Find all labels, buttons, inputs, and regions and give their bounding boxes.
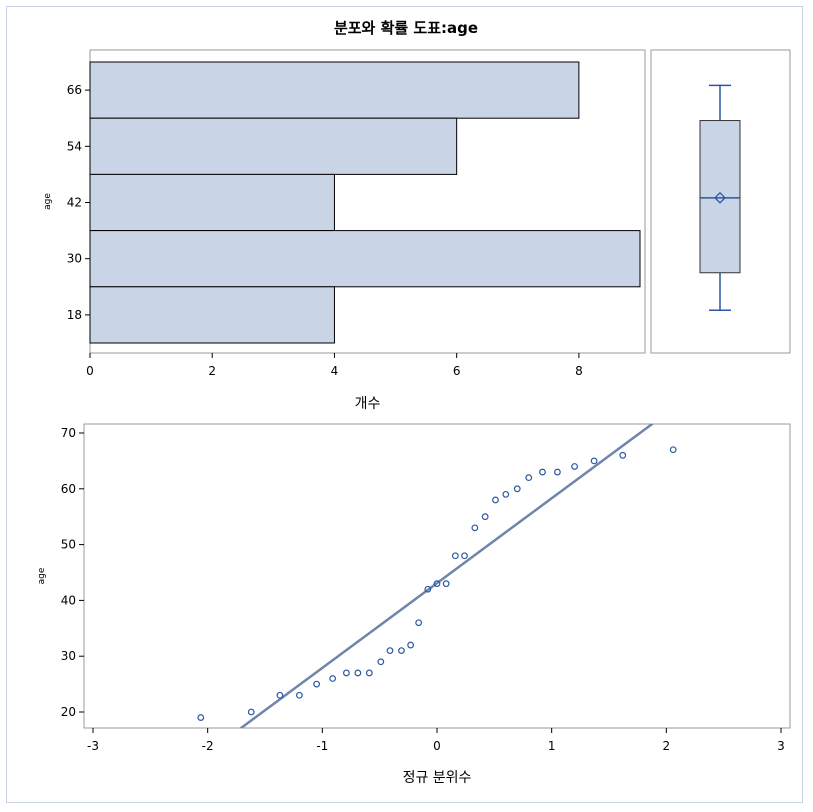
qq-point [669, 446, 677, 454]
qq-point [554, 468, 561, 476]
histogram-bar [89, 230, 641, 288]
qq-plot-area [83, 423, 791, 729]
x-tick-label: 2 [663, 739, 671, 753]
x-tick-label: 3 [777, 739, 785, 753]
qq-point [343, 669, 350, 677]
y-tick-label: 30 [61, 649, 76, 663]
y-tick-label: 30 [67, 252, 82, 266]
qq-point [442, 580, 450, 588]
chart-title: 분포와 확률 도표:age [334, 19, 478, 37]
qq-point [513, 485, 521, 493]
qq-point [365, 669, 373, 677]
y-tick-label: 54 [67, 139, 82, 153]
qq-plot-panel: 20 30 40 50 60 70 -3 -2 -1 0 1 2 3 정규 분위수 age [37, 423, 791, 786]
qq-point [461, 552, 468, 560]
qq-point [525, 474, 533, 482]
qq-point [619, 451, 627, 459]
y-tick-label: 18 [67, 308, 82, 322]
qq-point [313, 680, 321, 688]
x-tick-label: 8 [575, 364, 583, 378]
qq-point [354, 669, 362, 677]
boxplot-panel [650, 49, 791, 354]
qq-point [433, 580, 441, 588]
qq-point [276, 691, 284, 699]
histogram-bar [89, 117, 458, 175]
qq-point [329, 675, 337, 682]
histogram-bar [89, 173, 335, 232]
qq-point [590, 457, 598, 465]
histogram-bar [89, 61, 580, 119]
x-tick-label: -1 [316, 739, 328, 753]
qq-point [492, 496, 499, 504]
x-axis-label: 개수 [355, 396, 381, 412]
histogram-bar [89, 286, 335, 344]
qq-point [451, 552, 459, 560]
x-tick-label: 2 [208, 364, 216, 378]
y-tick-label: 70 [61, 426, 76, 440]
y-tick-label: 50 [61, 538, 76, 552]
x-tick-label: 0 [433, 739, 441, 753]
x-tick-label: 0 [86, 364, 94, 378]
qq-point [471, 524, 479, 532]
y-tick-label: 66 [67, 83, 82, 97]
histogram-panel: 66 54 42 30 18 0 2 4 6 8 개수 age [43, 49, 646, 412]
qq-point [424, 585, 432, 593]
x-tick-label: 1 [548, 739, 556, 753]
qq-point [571, 463, 578, 470]
qq-point [481, 513, 489, 521]
x-axis-label: 정규 분위수 [403, 770, 472, 786]
y-axis-label: age [37, 567, 47, 584]
qq-point [407, 641, 415, 649]
qq-point [386, 647, 394, 655]
qq-point [377, 658, 385, 666]
y-tick-label: 42 [67, 196, 82, 210]
qq-point [247, 708, 255, 716]
qq-point [398, 647, 405, 655]
mean-marker [714, 191, 726, 204]
qq-point [502, 490, 510, 498]
reference-line [239, 424, 655, 728]
y-tick-label: 60 [61, 482, 76, 496]
qq-point [415, 619, 423, 627]
x-tick-label: 6 [453, 364, 461, 378]
x-tick-label: -2 [202, 739, 214, 753]
y-axis-label: age [43, 193, 53, 210]
y-tick-label: 40 [61, 593, 76, 607]
box-iqr [699, 120, 741, 274]
y-tick-label: 20 [61, 705, 76, 719]
chart-frame [6, 6, 803, 803]
qq-point [197, 714, 205, 721]
x-tick-label: -3 [87, 739, 99, 753]
qq-point [296, 691, 303, 699]
qq-point [539, 468, 546, 476]
x-tick-label: 4 [331, 364, 339, 378]
